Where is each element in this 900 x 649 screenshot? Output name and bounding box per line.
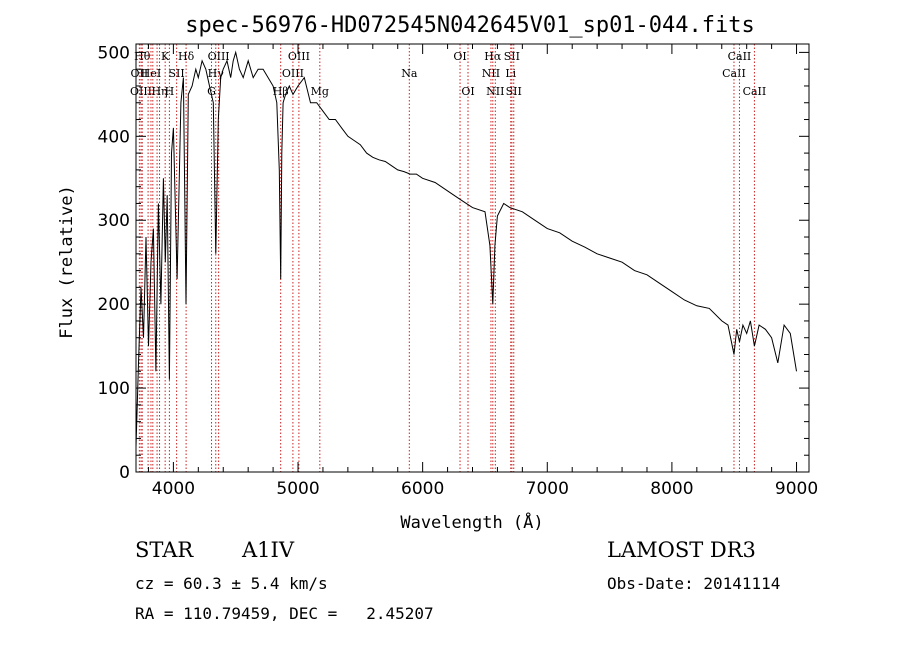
object-subclass: A1IV [242,538,294,562]
spectral-line-label: OIII [282,67,304,80]
spectral-line-label: H [165,85,175,98]
spectral-line-label: OII [131,67,149,80]
survey-name: LAMOST DR3 [607,538,756,562]
y-tick-label: 500 [98,43,130,63]
spectral-line-label: Hγ [208,67,225,80]
spectral-line-label: OIII [130,85,152,98]
y-tick-label: 100 [98,379,130,399]
spectral-line-label: NII [486,85,504,98]
x-tick-label: 8000 [650,479,693,499]
obs-date: Obs-Date: 20141114 [607,574,781,593]
plot-frame [135,43,810,473]
spectral-line-label: Hδ [178,50,195,63]
spectral-line-label: Hβ [273,85,289,98]
spectral-line-label: SII [504,50,520,63]
redshift-readout: cz = 60.3 ± 5.4 km/s [135,574,328,593]
x-tick-label: 7000 [526,479,569,499]
x-tick-label: 6000 [401,479,444,499]
x-tick-label: 4000 [152,479,195,499]
spectral-line-label: Li [505,67,516,80]
spectral-line-label: OI [453,50,466,63]
spectral-line-label: CaII [743,85,767,98]
spectral-line-label: SII [169,67,185,80]
spectral-line-label: Na [401,67,418,80]
y-axis-label: Flux (relative) [57,185,77,339]
spectral-line-label: G [207,85,216,98]
chart-title: spec-56976-HD072545N042645V01_sp01-044.f… [185,13,755,38]
spectral-line-label: Mg [311,85,329,98]
y-tick-label: 200 [98,295,130,315]
spectral-line-label: Hα [484,50,502,63]
y-tick-label: 0 [119,463,130,483]
spectrum-line [135,50,797,447]
spectral-line-label: HeI [141,67,161,80]
spectral-line-label: CaII [722,67,746,80]
spectral-line-label: K [161,50,170,63]
x-tick-label: 9000 [775,479,818,499]
x-tick-label: 5000 [276,479,319,499]
object-class: STAR [135,538,194,562]
spectral-line-label: Hθ [134,50,151,63]
spectral-line-label: OI [461,85,474,98]
y-tick-label: 300 [98,211,130,231]
ra-dec-readout: RA = 110.79459, DEC = 2.45207 [135,604,434,623]
spectral-line-label: OIII [208,50,230,63]
spectral-line-label: NII [482,67,500,80]
y-tick-label: 400 [98,127,130,147]
x-axis-label: Wavelength (Å) [400,511,543,533]
axis-ticks-layer: 4000 5000 6000 7000 8000 9000 0 100 200 300 400 500 [98,43,819,499]
spectral-line-label: OIII [288,50,310,63]
spectral-line-label: Hη [151,85,167,98]
spectral-line-label: SII [506,85,522,98]
spectral-line-label: CaII [728,50,752,63]
